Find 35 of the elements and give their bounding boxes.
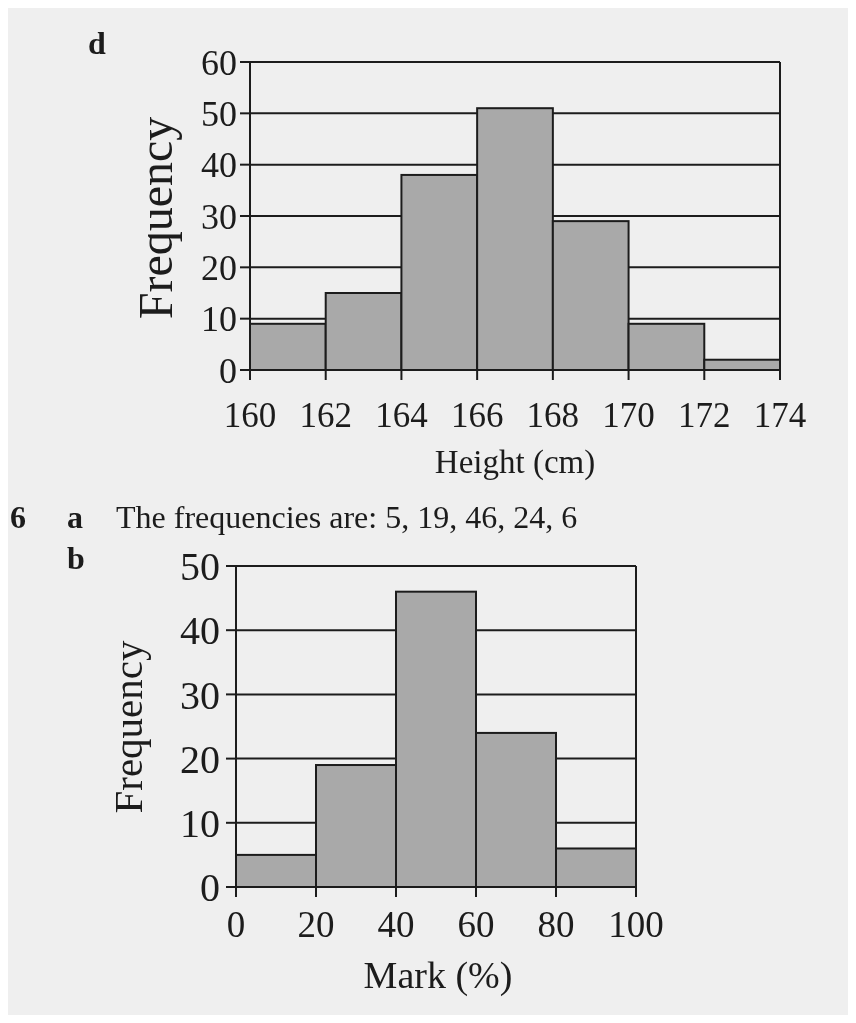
x-tick-label: 160 bbox=[223, 395, 277, 435]
x-tick-label: 174 bbox=[753, 395, 807, 435]
x-tick-label: 166 bbox=[450, 395, 504, 435]
x-tick-label: 80 bbox=[537, 904, 575, 946]
text: d bbox=[88, 25, 106, 61]
x-tick-label: 60 bbox=[457, 904, 495, 946]
y-tick-label: 50 bbox=[180, 544, 220, 590]
x-tick-label: 162 bbox=[299, 395, 352, 435]
text: 6 bbox=[10, 499, 26, 535]
y-tick-label: 20 bbox=[201, 248, 237, 289]
y-tick-label: 30 bbox=[180, 672, 220, 718]
x-axis-title: Mark (%) bbox=[363, 954, 513, 996]
x-tick-label: 100 bbox=[608, 904, 664, 946]
y-tick-label: 10 bbox=[180, 801, 220, 846]
x-tick-label: 164 bbox=[375, 395, 428, 435]
y-axis-title: Frequency bbox=[104, 640, 151, 814]
text: The frequencies are: 5, 19, 46, 24, 6 bbox=[116, 499, 578, 535]
y-tick-label: 0 bbox=[219, 350, 237, 391]
y-tick-label: 0 bbox=[200, 865, 220, 911]
y-axis-title: Frequency bbox=[129, 116, 182, 320]
y-tick-label: 50 bbox=[201, 94, 237, 135]
y-tick-label: 40 bbox=[180, 608, 220, 654]
text: b bbox=[67, 540, 85, 576]
text: a bbox=[67, 499, 83, 535]
x-tick-label: 168 bbox=[526, 395, 580, 435]
y-tick-label: 20 bbox=[180, 736, 220, 782]
y-tick-label: 40 bbox=[201, 145, 237, 186]
x-tick-label: 172 bbox=[678, 395, 731, 435]
y-tick-label: 10 bbox=[201, 299, 237, 340]
x-axis-title: Height (cm) bbox=[434, 443, 596, 480]
y-tick-label: 60 bbox=[201, 42, 237, 83]
x-tick-label: 170 bbox=[602, 395, 655, 435]
x-tick-label: 20 bbox=[297, 904, 335, 946]
x-tick-label: 40 bbox=[377, 904, 415, 946]
y-tick-label: 30 bbox=[201, 196, 237, 237]
